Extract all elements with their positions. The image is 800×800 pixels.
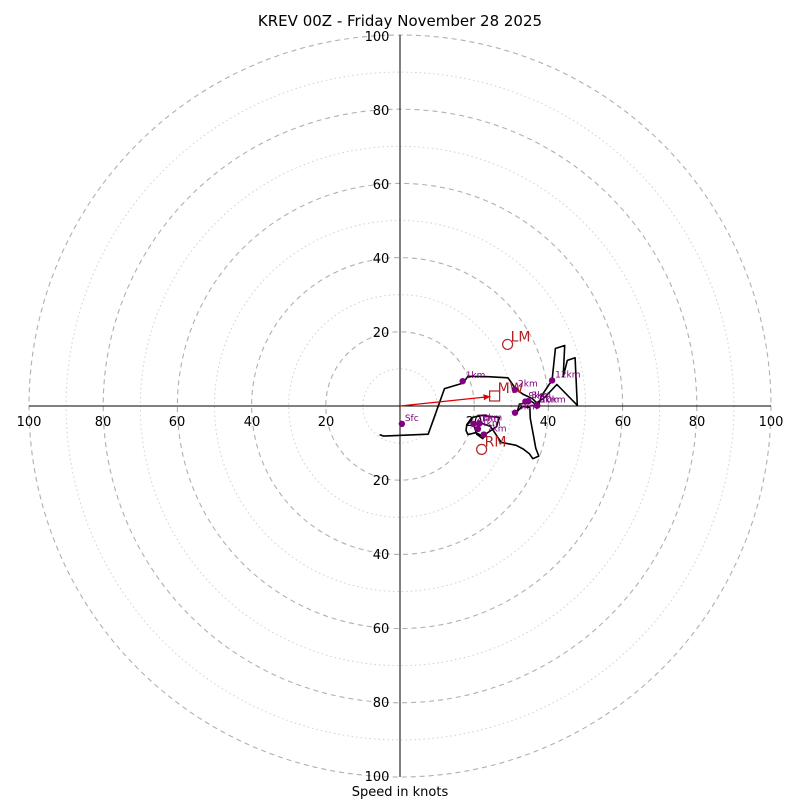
height-label-2km-9: 2km (476, 414, 496, 424)
height-label-2km-2: 2km (518, 380, 538, 390)
height-label-3km-3: 3km (531, 391, 551, 401)
y-tick-label-bottom-100: 100 (365, 770, 390, 785)
height-marker-7km-12 (480, 431, 488, 438)
height-label-7km-12: 7km (487, 425, 507, 435)
height-marker-12km-8 (548, 377, 556, 384)
storm-motion-markers: LM MW RM (476, 329, 531, 456)
height-label-1km-1: 1km (466, 371, 486, 381)
y-tick-label-top-80: 80 (373, 104, 390, 119)
mean-wind-arrow-shaft (399, 395, 491, 407)
motion-marker-mw (489, 390, 501, 402)
motion-label-mw: MW (498, 381, 524, 397)
height-marker-1km-1 (459, 377, 466, 385)
motion-marker-lm (501, 338, 514, 351)
height-label-9km-6: 9km (528, 392, 548, 402)
height-label-8km-5: 8km (540, 395, 560, 405)
x-tick-label-left-40: 40 (244, 415, 261, 430)
height-markers: Sfc1km2km3km5km8km9km10km12km2km4km6km7k… (398, 370, 581, 438)
mean-wind-arrow-group (399, 394, 491, 407)
y-tick-label-bottom-80: 80 (373, 696, 390, 711)
y-tick-label-top-20: 20 (373, 326, 390, 341)
height-label-sfc-0: Sfc (405, 414, 419, 424)
height-label-5km-4: 5km (518, 403, 538, 413)
height-marker-2km-2 (511, 386, 519, 393)
height-label-4km-10: 4km (481, 419, 501, 429)
x-tick-label-right-80: 80 (689, 415, 706, 430)
y-tick-label-bottom-40: 40 (373, 548, 390, 563)
height-label-10km-7: 10km (540, 396, 565, 406)
height-marker-10km-7 (534, 402, 541, 409)
chart-title: KREV 00Z - Friday November 28 2025 (258, 12, 542, 30)
x-tick-label-right-100: 100 (759, 415, 784, 430)
mean-wind-arrow-head (483, 394, 491, 401)
height-marker-sfc-0 (398, 420, 406, 428)
x-tick-label-right-60: 60 (615, 415, 632, 430)
axis-ticks: 100 80 60 40 20 20 40 60 80 100 100 80 6… (17, 30, 784, 785)
x-tick-label-left-60: 60 (169, 415, 186, 430)
x-tick-label-left-100: 100 (17, 415, 42, 430)
height-marker-2km-9 (470, 420, 477, 428)
y-tick-label-bottom-20: 20 (373, 474, 390, 489)
motion-label-lm: LM (511, 329, 531, 345)
height-marker-4km-10 (474, 425, 482, 433)
x-tick-label-left-20: 20 (318, 415, 335, 430)
y-tick-label-top-60: 60 (373, 178, 390, 193)
y-tick-label-top-40: 40 (373, 252, 390, 267)
x-tick-label-left-80: 80 (95, 415, 112, 430)
motion-label-rm: RM (485, 434, 507, 450)
x-axis-label: Speed in knots (352, 785, 449, 800)
height-label-6km-11: 6km (482, 413, 502, 423)
height-marker-9km-6 (522, 398, 529, 405)
y-tick-label-top-100: 100 (365, 30, 390, 45)
motion-marker-rm (476, 443, 488, 456)
height-label-12km-8: 12km (555, 370, 580, 380)
height-marker-6km-11 (476, 420, 483, 427)
y-tick-label-bottom-60: 60 (373, 622, 390, 637)
height-marker-5km-4 (511, 409, 519, 416)
x-tick-label-right-40: 40 (540, 415, 557, 430)
